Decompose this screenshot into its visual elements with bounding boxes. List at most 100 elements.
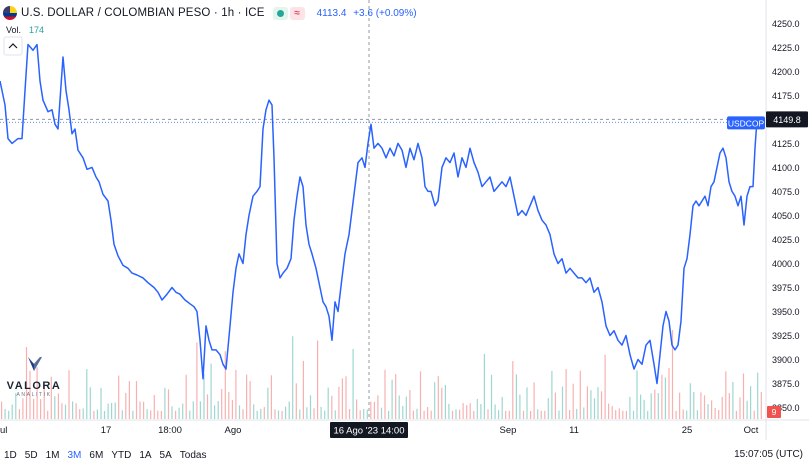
crosshair-time-label: 16 Ago '23 14:00 — [333, 426, 404, 437]
volume-bar — [522, 410, 525, 419]
collapse-legend-button[interactable] — [3, 36, 23, 56]
time-tick-label: Oct — [744, 425, 759, 436]
volume-bar — [238, 405, 241, 419]
volume-bar — [1, 401, 3, 419]
volume-bar — [455, 409, 457, 419]
volume-bar — [661, 374, 663, 419]
volume-bar — [171, 406, 173, 419]
volume-bar — [739, 397, 741, 419]
price-tick-label: 4025.0 — [772, 235, 800, 245]
price-tick-label: 4075.0 — [772, 187, 800, 197]
volume-bar — [629, 396, 631, 419]
volume-bar — [18, 409, 20, 419]
volume-bar — [498, 410, 500, 419]
market-open-icon[interactable] — [272, 6, 288, 20]
volume-bar — [313, 408, 315, 419]
range-button-1m[interactable]: 1M — [45, 449, 60, 461]
volume-bar — [515, 374, 517, 419]
volume-bar — [217, 401, 219, 419]
volume-bar — [398, 395, 400, 419]
volume-bar — [590, 390, 592, 419]
crosshair-time-box — [330, 422, 408, 438]
volume-bar — [345, 376, 347, 419]
volume-bar — [22, 398, 24, 419]
volume-bar — [483, 353, 485, 419]
volume-bar — [732, 382, 734, 419]
volume-bar — [54, 396, 56, 419]
symbol-tag-box — [727, 116, 765, 130]
volume-bar — [246, 374, 248, 419]
volume-bar — [157, 410, 159, 419]
volume-bar — [277, 410, 280, 419]
volume-bar — [341, 378, 343, 419]
volume-bar — [139, 401, 141, 419]
volume-bar — [750, 386, 752, 419]
volume-bar — [203, 374, 205, 419]
volume-bar — [114, 402, 116, 419]
range-button-1d[interactable]: 1D — [4, 449, 17, 461]
volume-bar — [111, 403, 113, 419]
volume-bar — [150, 410, 152, 419]
volume-bar — [107, 403, 109, 419]
volume-bar — [459, 409, 461, 419]
volume-bar — [121, 410, 123, 419]
volume-bar — [427, 407, 429, 419]
range-button-1a[interactable]: 1A — [139, 449, 152, 461]
volume-bar — [437, 376, 439, 419]
volume-bar — [544, 410, 546, 419]
range-button-ytd[interactable]: YTD — [111, 449, 132, 461]
volume-bar — [657, 393, 659, 419]
range-toolbar: 1D 5D 1M 3M 6M YTD 1A 5A Todas — [0, 446, 210, 464]
volume-bar — [640, 394, 642, 419]
price-tick-label: 3875.0 — [772, 379, 800, 389]
volume-bar — [632, 410, 635, 419]
volume-bar — [664, 377, 666, 419]
volume-bar — [686, 410, 688, 419]
utc-clock[interactable]: 15:07:05 (UTC) — [734, 449, 803, 460]
volume-bar — [622, 410, 624, 419]
price-tick-label: 4125.0 — [772, 139, 800, 149]
volume-legend: Vol. 174 — [6, 25, 44, 35]
volume-bar — [288, 401, 290, 419]
delayed-data-icon[interactable]: ≈ — [289, 6, 305, 20]
volume-bar — [228, 391, 230, 419]
symbol-title[interactable]: U.S. DOLLAR / COLOMBIAN PESO · 1h · ICE — [21, 7, 265, 19]
volume-bar — [143, 401, 145, 419]
volume-bar — [263, 407, 265, 419]
volume-tag-label: 9 — [772, 407, 777, 417]
price-tick-label: 4100.0 — [772, 163, 800, 173]
volume-bar — [224, 351, 226, 419]
volume-bar — [317, 340, 319, 419]
volume-bar — [547, 398, 549, 419]
volume-bar — [554, 392, 556, 419]
volume-bar — [533, 382, 535, 419]
range-button-6m[interactable]: 6M — [89, 449, 104, 461]
volume-bar — [72, 401, 74, 419]
volume-bar — [40, 399, 42, 419]
volume-bar — [530, 411, 532, 419]
volume-bar — [324, 410, 326, 419]
volume-bar — [306, 407, 308, 419]
volume-bar — [405, 396, 407, 419]
volume-bar — [192, 401, 194, 419]
volume-bar — [558, 410, 560, 419]
volume-bar — [703, 395, 706, 419]
volume-bar — [206, 394, 209, 419]
volume-bar — [696, 410, 698, 419]
range-button-5a[interactable]: 5A — [159, 449, 172, 461]
volume-bar — [419, 371, 422, 419]
volume-bar — [707, 404, 709, 419]
range-button-3m[interactable]: 3M — [67, 449, 82, 461]
volume-bar — [409, 390, 411, 419]
last-price-box — [766, 111, 808, 128]
range-button-todas[interactable]: Todas — [179, 449, 207, 461]
volume-bar — [448, 403, 450, 419]
volume-bar — [565, 369, 567, 419]
time-tick-label: Ago — [225, 425, 242, 436]
range-button-5d[interactable]: 5D — [24, 449, 38, 461]
time-tick-label: 11 — [569, 425, 579, 436]
volume-bar — [352, 349, 354, 419]
volume-bar — [43, 385, 45, 419]
quote-last: 4113.4 — [316, 7, 347, 19]
